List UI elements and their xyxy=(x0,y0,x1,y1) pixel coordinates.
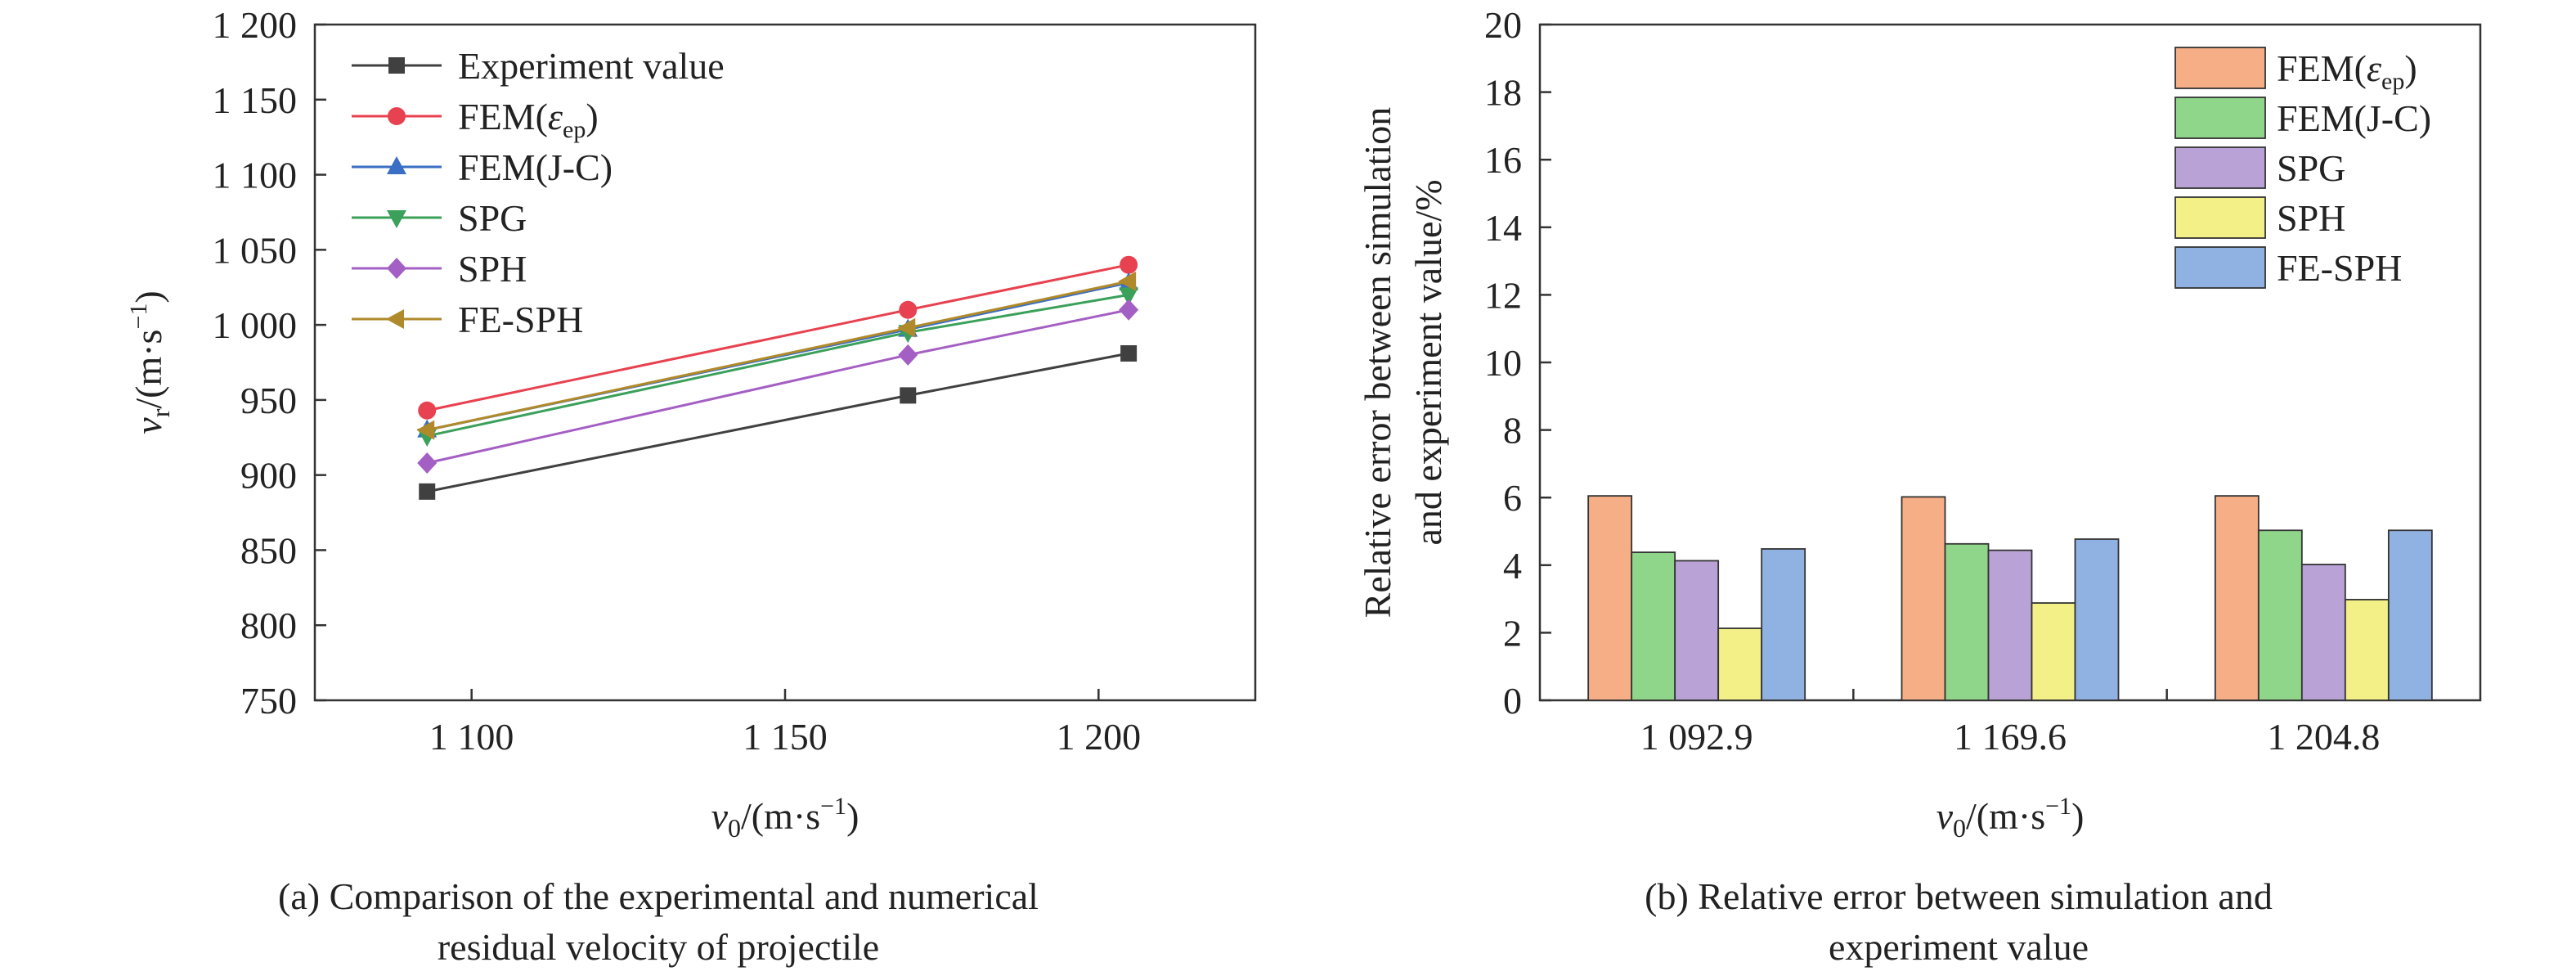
bar xyxy=(1761,548,1806,701)
caption-b-line1: (b) Relative error between simulation an… xyxy=(1645,875,2273,917)
bar xyxy=(2387,529,2433,701)
data-point xyxy=(1119,287,1139,306)
legend-label: FE-SPH xyxy=(2277,247,2402,289)
y-tick-label: 950 xyxy=(240,380,297,421)
caption-a: (a) Comparison of the experimental and n… xyxy=(147,871,1169,973)
legend-marker xyxy=(387,156,406,174)
bar xyxy=(2031,602,2076,701)
caption-b: (b) Relative error between simulation an… xyxy=(1447,871,2470,973)
y-tick-label: 14 xyxy=(1484,207,1522,249)
y-tick-label: 10 xyxy=(1484,342,1522,384)
x-tick-label: 1 204.8 xyxy=(2267,716,2380,758)
y-tick-label: 850 xyxy=(240,529,297,571)
bar xyxy=(2257,529,2303,701)
bar xyxy=(1987,549,2033,701)
caption-b-line2: experiment value xyxy=(1828,926,2089,968)
bar xyxy=(1901,496,1946,701)
y-tick-label: 20 xyxy=(1484,4,1522,46)
bar-chart-panel: 0 2 4 6 8 10 12 14 16 18 20 1 092.9 1 169.6 1 204.8 v0… xyxy=(1357,4,2482,843)
y-tick-label: 6 xyxy=(1503,477,1522,519)
y-tick-label: 800 xyxy=(240,605,297,646)
y-tick-label: 4 xyxy=(1503,545,1522,587)
legend-label: SPH xyxy=(2277,197,2345,239)
legend-swatch xyxy=(2174,246,2266,289)
legend-marker xyxy=(388,57,405,74)
data-point xyxy=(1120,255,1138,274)
data-point xyxy=(1119,299,1139,321)
y-tick-label: 1 200 xyxy=(213,4,298,46)
legend-swatch xyxy=(2174,146,2266,189)
y-tick-label: 1 050 xyxy=(213,229,298,271)
data-point xyxy=(899,300,918,319)
legend-label: FE-SPH xyxy=(458,299,583,340)
y-tick-label: 750 xyxy=(240,680,297,722)
y-axis-label: vr/(m·s−1) xyxy=(125,290,175,434)
legend-label: FEM(J-C) xyxy=(2277,97,2431,139)
caption-a-line2: residual velocity of projectile xyxy=(437,926,880,968)
caption-a-line1: (a) Comparison of the experimental and n… xyxy=(278,875,1039,917)
legend-swatch xyxy=(2174,196,2266,239)
y-tick-label: 900 xyxy=(240,455,297,497)
y-tick-label: 2 xyxy=(1503,612,1522,654)
bar xyxy=(2344,599,2390,701)
legend-marker xyxy=(386,309,404,329)
legend-marker xyxy=(387,210,406,228)
y-tick-label: 8 xyxy=(1503,410,1522,452)
line-chart-panel: 750 800 850 900 950 1 000 1 050 1 100 1 150 1 200… xyxy=(125,4,1257,843)
y-tick-label: 1 000 xyxy=(213,304,298,346)
x-tick-label: 1 200 xyxy=(1057,716,1142,758)
bar xyxy=(2074,538,2120,701)
x-tick-label: 1 092.9 xyxy=(1640,716,1753,758)
data-point xyxy=(1118,271,1137,291)
y-tick-label: 16 xyxy=(1484,139,1522,181)
y-tick-label: 18 xyxy=(1484,72,1522,114)
data-point xyxy=(419,483,436,500)
data-point xyxy=(1120,344,1138,362)
x-axis-label: v0/(m·s−1) xyxy=(711,793,859,843)
plot-frame xyxy=(313,23,1257,702)
y-tick-label: 1 150 xyxy=(213,79,298,121)
x-tick-label: 1 150 xyxy=(743,716,828,758)
data-point xyxy=(898,344,918,366)
data-point xyxy=(416,420,435,440)
legend-label: SPH xyxy=(458,248,527,290)
legend-marker xyxy=(388,107,406,125)
bar xyxy=(1944,542,1990,701)
x-tick-label: 1 169.6 xyxy=(1954,716,2067,758)
bar xyxy=(1674,560,1720,701)
legend-label: Experiment value xyxy=(458,45,725,87)
legend-label: SPG xyxy=(2277,147,2345,189)
y-tick-label: 12 xyxy=(1484,274,1522,316)
y-tick-label: 1 100 xyxy=(213,155,298,196)
legend-label: SPG xyxy=(458,197,527,239)
data-point xyxy=(897,317,916,338)
x-axis-label: v0/(m·s−1) xyxy=(1936,793,2085,843)
y-tick-label: 0 xyxy=(1503,680,1522,722)
bar xyxy=(1717,627,1763,701)
data-point xyxy=(900,387,917,404)
x-tick-label: 1 100 xyxy=(429,716,514,758)
y-axis-label: Relative error between simulation and exp… xyxy=(1357,107,1449,618)
data-point xyxy=(417,452,438,474)
legend-label: FEM(J-C) xyxy=(458,146,613,188)
legend-swatch xyxy=(2174,47,2266,89)
bar xyxy=(2214,495,2260,701)
bar xyxy=(1587,495,1633,701)
bar xyxy=(2300,564,2346,701)
legend-swatch xyxy=(2174,97,2266,139)
legend-label: FEM(εep) xyxy=(2277,47,2417,95)
legend-marker xyxy=(387,258,406,279)
bar xyxy=(1631,551,1676,701)
legend-label: FEM(εep) xyxy=(458,96,599,143)
series-line xyxy=(426,352,1129,493)
data-point xyxy=(418,401,437,420)
